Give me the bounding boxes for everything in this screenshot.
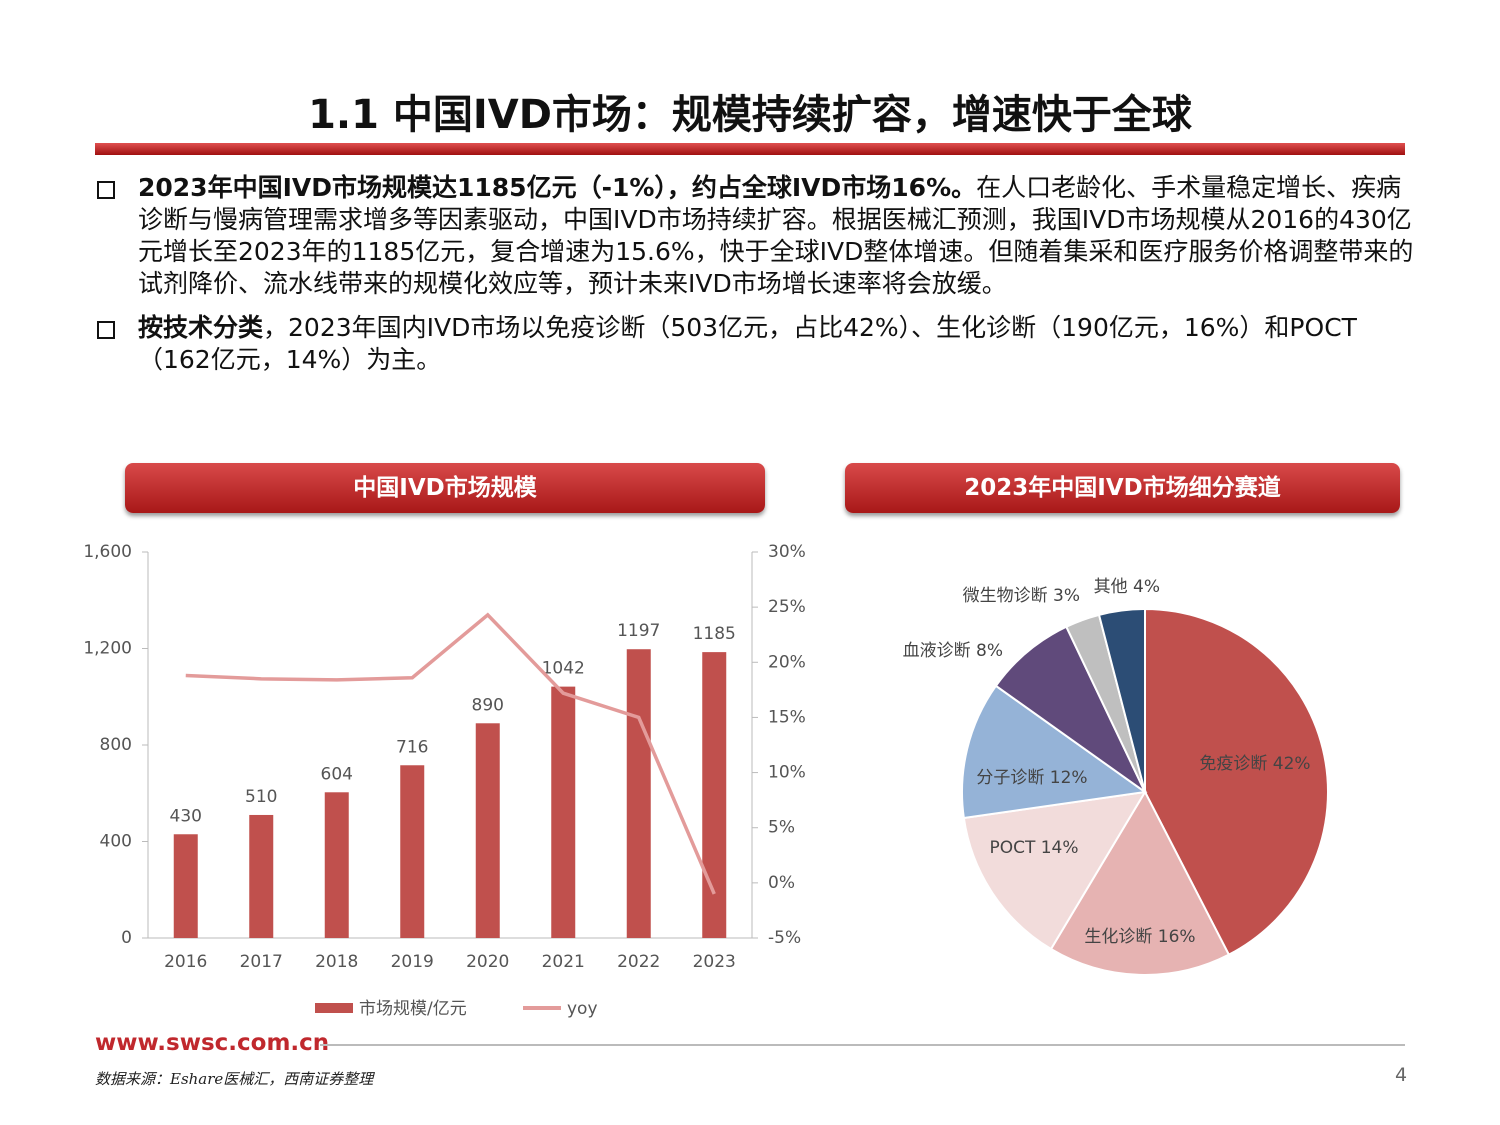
bullet-text: ，2023年国内IVD市场以免疫诊断（503亿元，占比42%）、生化诊断（190… (138, 313, 1357, 374)
bar (249, 814, 274, 938)
y-tick-label: 1,600 (83, 542, 132, 562)
slice-label: 微生物诊断 3% (963, 586, 1080, 606)
footer-rule (320, 1044, 1405, 1046)
slice-label: 其他 4% (1094, 577, 1160, 597)
bar-value-label: 1185 (693, 624, 736, 644)
y-tick-label: 400 (100, 832, 132, 852)
page-number: 4 (1395, 1064, 1408, 1086)
slice-label: 免疫诊断 42% (1199, 754, 1310, 774)
yoy-line (185, 612, 716, 895)
bar-value-label: 1197 (617, 621, 660, 641)
x-tick-label: 2017 (240, 952, 283, 972)
bar (702, 652, 727, 938)
pie-slice (961, 684, 1148, 820)
y-tick-label: 0 (121, 928, 132, 948)
x-tick-label: 2016 (164, 952, 207, 972)
y-tick-label: 800 (100, 735, 132, 755)
slice-label: 血液诊断 8% (903, 641, 1003, 661)
y2-tick-label: 10% (768, 763, 806, 783)
slice-label: 分子诊断 12% (976, 768, 1087, 788)
pie-slice (1049, 789, 1231, 976)
bar-value-label: 1042 (542, 659, 585, 679)
pie-slice (1144, 607, 1330, 957)
bullet: 2023年中国IVD市场规模达1185亿元（-1%），约占全球IVD市场16%。… (95, 172, 1425, 300)
bullet-text: 在人口老龄化、手术量稳定增长、疾病诊断与慢病管理需求增多等因素驱动，中国IVD市… (138, 173, 1414, 298)
y2-tick-label: 30% (768, 542, 806, 562)
x-tick-label: 2021 (542, 952, 585, 972)
y2-tick-label: -5% (768, 928, 801, 948)
legend-label: yoy (567, 999, 598, 1019)
x-tick-label: 2018 (315, 952, 358, 972)
x-tick-label: 2023 (693, 952, 736, 972)
slice-label: POCT 14% (989, 838, 1078, 858)
source-note: 数据来源：Eshare医械汇，西南证券整理 (95, 1070, 374, 1088)
pie-slice (962, 790, 1147, 951)
slide-title: 1.1 中国IVD市场：规模持续扩容，增速快于全球 (308, 92, 1192, 138)
x-tick-label: 2022 (617, 952, 660, 972)
chart-title: 中国IVD市场规模 (125, 463, 765, 513)
title-rule (95, 143, 1405, 155)
bar (551, 686, 576, 938)
pie-slice (1097, 607, 1146, 793)
bar-value-label: 604 (321, 764, 353, 784)
bullet: 按技术分类，2023年国内IVD市场以免疫诊断（503亿元，占比42%）、生化诊… (95, 312, 1425, 376)
y2-tick-label: 15% (768, 707, 806, 727)
x-tick-label: 2020 (466, 952, 509, 972)
website: www.swsc.com.cn (95, 1030, 330, 1056)
bar-value-label: 510 (245, 787, 277, 807)
y2-tick-label: 20% (768, 652, 806, 672)
y-tick-label: 1,200 (83, 639, 132, 659)
y2-tick-label: 5% (768, 818, 795, 838)
y2-tick-label: 25% (768, 597, 806, 617)
slice-label: 生化诊断 16% (1084, 927, 1195, 947)
x-tick-label: 2019 (391, 952, 434, 972)
bar (173, 834, 198, 938)
bar (475, 723, 500, 938)
legend-swatch (315, 1003, 353, 1013)
bar-value-label: 716 (396, 737, 428, 757)
bar (400, 765, 425, 938)
bullet-bold: 按技术分类 (138, 313, 264, 342)
bar (626, 649, 651, 938)
legend-label: 市场规模/亿元 (359, 999, 467, 1019)
bullet-bold: 2023年中国IVD市场规模达1185亿元（-1%），约占全球IVD市场16%。 (138, 173, 977, 202)
chart-title: 2023年中国IVD市场细分赛道 (845, 463, 1400, 513)
bar-value-label: 430 (170, 806, 202, 826)
bar-value-label: 890 (472, 695, 504, 715)
y2-tick-label: 0% (768, 873, 795, 893)
pie-slice (994, 625, 1148, 796)
bar (324, 792, 349, 938)
bullets: 2023年中国IVD市场规模达1185亿元（-1%），约占全球IVD市场16%。… (95, 172, 1425, 388)
